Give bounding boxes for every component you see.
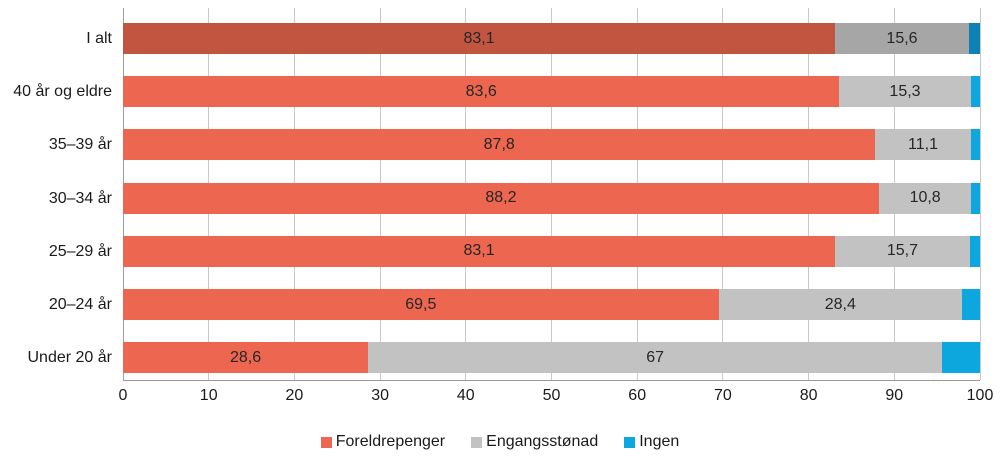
value-label: 28,4 xyxy=(824,295,856,313)
legend-swatch-icon xyxy=(471,436,483,448)
bar-segment-foreldrepenger: 69,5 xyxy=(123,289,719,320)
value-label: 67 xyxy=(646,348,665,366)
bar-segment-foreldrepenger: 87,8 xyxy=(123,129,876,161)
bar-segment-engangsstønad: 67 xyxy=(368,342,943,374)
x-tick-label: 10 xyxy=(199,387,218,404)
legend-item-ingen: Ingen xyxy=(624,433,679,451)
legend-swatch-icon xyxy=(320,436,332,448)
value-label: 69,5 xyxy=(405,295,437,313)
x-tick-label: 90 xyxy=(885,387,904,404)
bar-segment-foreldrepenger: 83,1 xyxy=(123,23,836,54)
category-label: 30–34 år xyxy=(48,189,112,207)
category-label: 25–29 år xyxy=(48,242,112,260)
legend-item-foreldrepenger: Foreldrepenger xyxy=(320,433,446,451)
legend-label: Ingen xyxy=(639,433,680,450)
bar-segment-engangsstønad: 15,3 xyxy=(839,76,971,108)
bar-segment-ingen xyxy=(961,289,980,320)
legend: Foreldrepenger Engangsstønad Ingen xyxy=(0,433,1000,451)
bar-segment-engangsstønad: 15,6 xyxy=(835,23,969,54)
bar-segment-foreldrepenger: 83,1 xyxy=(123,235,836,267)
bar-segment-foreldrepenger: 88,2 xyxy=(123,182,879,214)
value-label: 83,6 xyxy=(465,82,497,100)
legend-label: Foreldrepenger xyxy=(335,433,446,450)
bar-segment-foreldrepenger: 28,6 xyxy=(123,342,369,374)
bar-row: 83,6 15,3 xyxy=(123,76,980,108)
value-label: 15,6 xyxy=(886,29,918,47)
category-label: I alt xyxy=(86,30,112,47)
bar-segment-engangsstønad: 28,4 xyxy=(718,289,962,320)
x-axis: 0 10 20 30 40 50 60 70 80 90 100 xyxy=(119,387,994,407)
bar-segment-engangsstønad: 10,8 xyxy=(878,182,972,214)
x-tick-label: 70 xyxy=(713,387,732,404)
x-tick-label: 0 xyxy=(118,387,128,404)
legend-swatch-icon xyxy=(624,436,636,448)
category-label: 20–24 år xyxy=(48,296,112,313)
bar-segment-engangsstønad: 15,7 xyxy=(835,235,970,267)
x-tick-label: 80 xyxy=(799,387,818,404)
value-label: 83,1 xyxy=(463,29,495,47)
bar-row: 83,1 15,6 xyxy=(123,23,980,54)
x-tick-label: 60 xyxy=(628,387,647,404)
bar-segment-ingen xyxy=(970,76,980,108)
x-tick-label: 30 xyxy=(371,387,389,404)
category-label: Under 20 år xyxy=(27,349,113,367)
x-tick-label: 100 xyxy=(966,387,994,404)
x-tick-label: 40 xyxy=(456,387,475,404)
bar-row: 88,2 10,8 xyxy=(123,182,980,214)
bar-segment-ingen xyxy=(969,235,980,267)
bar-segment-engangsstønad: 11,1 xyxy=(875,129,971,161)
bar-row: 69,5 28,4 xyxy=(123,289,980,320)
legend-label: Engangsstønad xyxy=(486,433,599,450)
value-label: 83,1 xyxy=(463,242,495,260)
bar-segment-ingen xyxy=(942,342,980,374)
bar-segment-ingen xyxy=(971,182,980,214)
plot-area: 83,1 15,6 83,6 15,3 87,8 11,1 88,2 10,8 83,1 15,7… xyxy=(122,8,981,381)
value-label: 15,3 xyxy=(889,82,921,100)
legend-item-engangsstønad: Engangsstønad xyxy=(471,433,598,451)
value-label: 10,8 xyxy=(909,189,941,207)
x-tick-label: 20 xyxy=(285,387,304,404)
value-label: 87,8 xyxy=(483,135,515,153)
bar-row: 87,8 11,1 xyxy=(123,129,980,161)
bar-segment-foreldrepenger: 83,6 xyxy=(123,76,840,108)
category-label: 35–39 år xyxy=(48,136,112,154)
value-label: 88,2 xyxy=(485,189,517,207)
value-label: 11,1 xyxy=(908,135,938,153)
x-tick-label: 50 xyxy=(542,387,561,404)
value-label: 28,6 xyxy=(229,348,262,366)
value-label: 15,7 xyxy=(886,242,918,260)
bar-row: 83,1 15,7 xyxy=(123,235,980,267)
bar-segment-ingen xyxy=(968,23,980,54)
bar-row: 28,6 67 xyxy=(123,342,980,374)
gridline-100 xyxy=(979,8,981,380)
bar-segment-ingen xyxy=(970,129,980,161)
category-label: 40 år og eldre xyxy=(13,83,112,101)
